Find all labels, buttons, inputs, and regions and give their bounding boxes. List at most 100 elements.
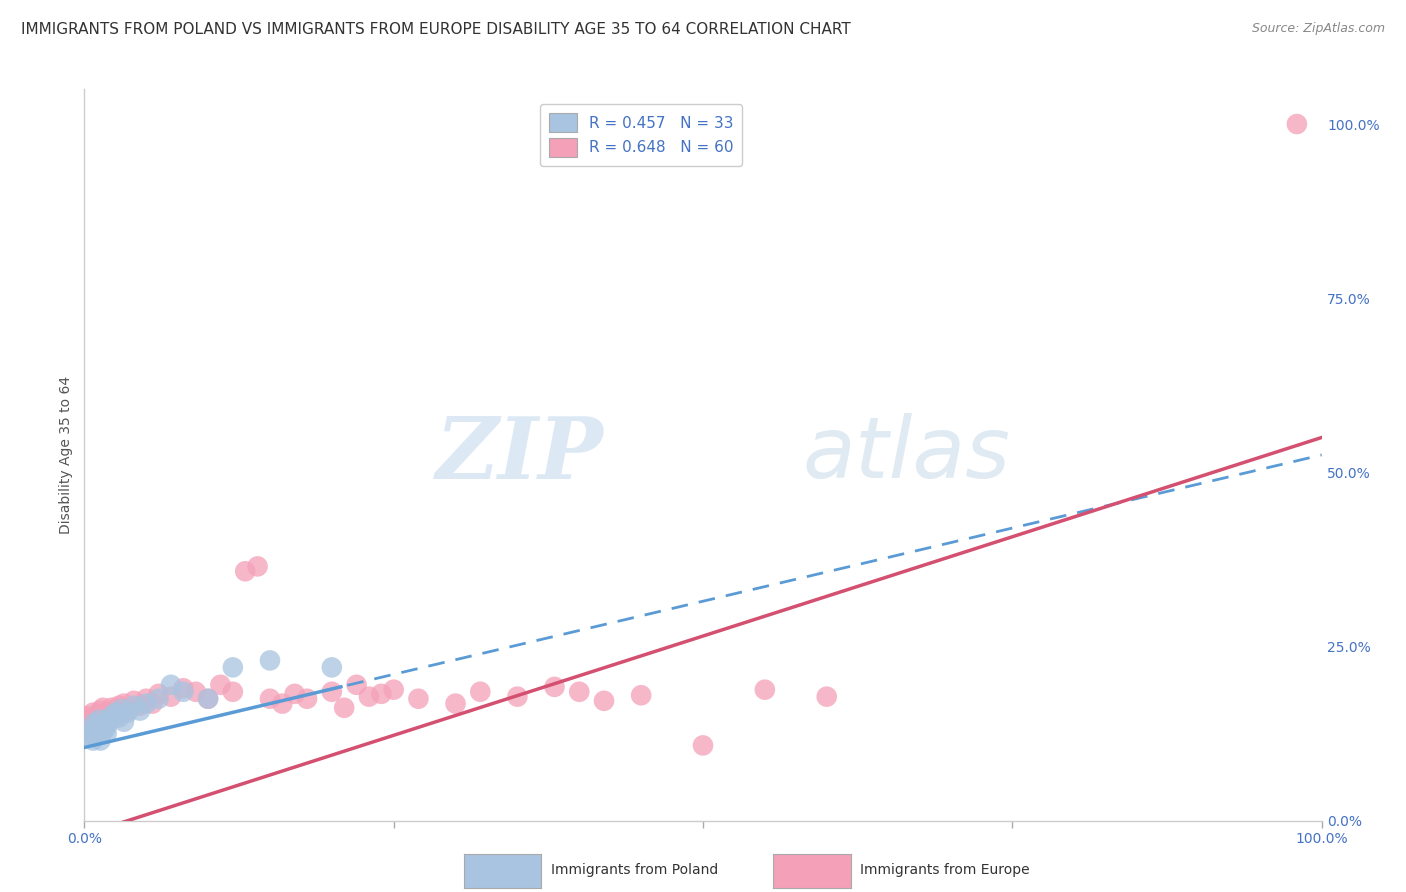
- Point: [222, 685, 245, 699]
- Point: [86, 717, 108, 731]
- Point: [160, 690, 183, 704]
- Point: [77, 730, 100, 744]
- Text: atlas: atlas: [801, 413, 1010, 497]
- Point: [89, 733, 111, 747]
- Point: [87, 726, 110, 740]
- Point: [284, 687, 307, 701]
- Point: [129, 698, 152, 713]
- Point: [89, 704, 111, 718]
- Point: [593, 694, 616, 708]
- Point: [90, 720, 112, 734]
- Point: [754, 682, 776, 697]
- Point: [141, 697, 163, 711]
- Point: [77, 713, 100, 727]
- Point: [80, 726, 103, 740]
- Point: [129, 704, 152, 718]
- Point: [197, 691, 219, 706]
- Point: [346, 678, 368, 692]
- Point: [408, 691, 430, 706]
- Point: [110, 706, 132, 720]
- Point: [79, 716, 101, 731]
- Point: [96, 706, 118, 720]
- Point: [112, 697, 135, 711]
- Point: [89, 724, 111, 739]
- Text: ZIP: ZIP: [436, 413, 605, 497]
- Point: [100, 700, 122, 714]
- Point: [86, 723, 108, 737]
- Point: [94, 722, 117, 736]
- Point: [184, 685, 207, 699]
- Point: [122, 694, 145, 708]
- Point: [84, 710, 107, 724]
- Point: [96, 726, 118, 740]
- Y-axis label: Disability Age 35 to 64: Disability Age 35 to 64: [59, 376, 73, 534]
- Point: [382, 682, 405, 697]
- Point: [333, 700, 356, 714]
- Point: [87, 707, 110, 722]
- Point: [370, 687, 392, 701]
- Point: [246, 559, 269, 574]
- Point: [108, 698, 131, 713]
- Point: [122, 698, 145, 713]
- Point: [98, 713, 121, 727]
- Point: [148, 687, 170, 701]
- Point: [84, 730, 107, 744]
- Point: [91, 700, 114, 714]
- Point: [112, 714, 135, 729]
- Point: [543, 680, 565, 694]
- Text: Immigrants from Poland: Immigrants from Poland: [551, 863, 718, 877]
- Point: [470, 685, 492, 699]
- Point: [90, 714, 112, 729]
- Text: Immigrants from Europe: Immigrants from Europe: [860, 863, 1031, 877]
- Point: [271, 697, 294, 711]
- Point: [172, 685, 194, 699]
- Point: [295, 691, 318, 706]
- Point: [135, 691, 157, 706]
- Point: [89, 713, 111, 727]
- Point: [815, 690, 838, 704]
- Point: [148, 691, 170, 706]
- Point: [135, 697, 157, 711]
- Point: [172, 681, 194, 696]
- Point: [630, 688, 652, 702]
- Text: Source: ZipAtlas.com: Source: ZipAtlas.com: [1251, 22, 1385, 36]
- Point: [83, 716, 105, 731]
- Point: [197, 691, 219, 706]
- Point: [100, 709, 122, 723]
- Point: [82, 733, 104, 747]
- Point: [160, 678, 183, 692]
- Point: [233, 564, 256, 578]
- Point: [98, 707, 121, 722]
- Legend: R = 0.457   N = 33, R = 0.648   N = 60: R = 0.457 N = 33, R = 0.648 N = 60: [540, 104, 742, 166]
- Point: [117, 706, 139, 720]
- Point: [110, 702, 132, 716]
- Point: [93, 716, 115, 731]
- Text: IMMIGRANTS FROM POLAND VS IMMIGRANTS FROM EUROPE DISABILITY AGE 35 TO 64 CORRELA: IMMIGRANTS FROM POLAND VS IMMIGRANTS FRO…: [21, 22, 851, 37]
- Point: [209, 678, 232, 692]
- Point: [91, 724, 114, 739]
- Point: [259, 691, 281, 706]
- Point: [93, 720, 115, 734]
- Point: [76, 709, 98, 723]
- Point: [104, 706, 127, 720]
- Point: [82, 706, 104, 720]
- Point: [79, 723, 101, 737]
- Point: [321, 685, 343, 699]
- Point: [444, 697, 467, 711]
- Point: [97, 713, 120, 727]
- Point: [97, 717, 120, 731]
- Point: [692, 739, 714, 753]
- Point: [79, 723, 101, 737]
- Point: [321, 660, 343, 674]
- Point: [568, 685, 591, 699]
- Point: [357, 690, 380, 704]
- Point: [506, 690, 529, 704]
- Point: [1285, 117, 1308, 131]
- Point: [108, 710, 131, 724]
- Point: [80, 726, 103, 740]
- Point: [222, 660, 245, 674]
- Point: [94, 710, 117, 724]
- Point: [83, 720, 105, 734]
- Point: [104, 710, 127, 724]
- Point: [259, 653, 281, 667]
